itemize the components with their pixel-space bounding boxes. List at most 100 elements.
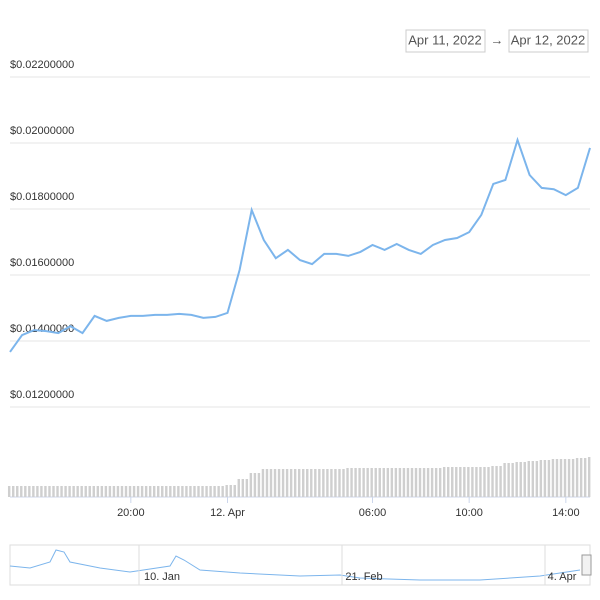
y-tick-label: $0.01200000 — [10, 389, 74, 401]
volume-bar — [157, 486, 160, 497]
volume-bar — [442, 467, 446, 497]
volume-bar — [261, 469, 265, 497]
volume-bar — [193, 486, 196, 497]
volume-bar — [52, 486, 55, 497]
volume-bar — [551, 459, 555, 497]
volume-bar — [430, 468, 434, 497]
navigator-label: 21. Feb — [345, 571, 382, 583]
volume-bar — [64, 486, 67, 497]
volume-bar — [451, 467, 454, 497]
x-tick-label: 06:00 — [359, 507, 387, 519]
volume-bar — [382, 468, 385, 497]
volume-bar — [583, 458, 587, 497]
volume-bar — [189, 486, 192, 497]
volume-bar — [438, 468, 442, 497]
volume-bar — [221, 486, 224, 497]
volume-bar — [426, 468, 430, 497]
volume-bar — [402, 468, 406, 497]
volume-bar — [148, 486, 152, 497]
volume-bar — [140, 486, 144, 497]
navigator-label: 10. Jan — [144, 571, 180, 583]
volume-bar — [519, 462, 522, 497]
volume-bar — [475, 467, 478, 497]
volume-bar — [84, 486, 87, 497]
volume-bar — [80, 486, 83, 497]
volume-bar — [144, 486, 148, 497]
volume-bar — [265, 469, 269, 497]
volume-bar — [40, 486, 43, 497]
volume-bar — [471, 467, 474, 497]
volume-bar — [434, 468, 438, 497]
volume-bar — [96, 486, 100, 497]
volume-bar — [414, 468, 418, 497]
volume-bar — [358, 468, 361, 497]
date-to-text: Apr 12, 2022 — [511, 32, 585, 47]
volume-bar — [197, 486, 200, 497]
y-tick-label: $0.02000000 — [10, 125, 74, 137]
volume-bar — [104, 486, 108, 497]
volume-bar — [338, 469, 341, 497]
navigator-handle[interactable] — [581, 554, 592, 576]
volume-bar — [455, 467, 458, 497]
volume-bar — [28, 486, 31, 497]
volume-bar — [56, 486, 59, 497]
volume-bar — [322, 469, 325, 497]
y-tick-label: $0.01400000 — [10, 323, 74, 335]
volume-bar — [253, 473, 257, 497]
volume-bar — [563, 459, 567, 497]
volume-bar — [72, 486, 75, 497]
volume-bar — [173, 486, 176, 497]
volume-bar — [116, 486, 120, 497]
volume-bar — [213, 486, 216, 497]
date-to[interactable] — [508, 29, 589, 53]
volume-bar — [535, 461, 539, 497]
volume-bar — [463, 467, 466, 497]
y-tick-label: $0.01800000 — [10, 191, 74, 203]
volume-bar — [378, 468, 381, 497]
volume-bar — [575, 458, 579, 497]
volume-bar — [479, 467, 482, 497]
volume-bar — [269, 469, 273, 497]
volume-bar — [237, 479, 240, 497]
volume-bar — [579, 458, 583, 497]
volume-bar — [229, 485, 232, 497]
volume-bar — [24, 486, 27, 497]
volume-bar — [245, 479, 249, 497]
volume-bar — [555, 459, 559, 497]
volume-bar — [310, 469, 313, 497]
volume-bar — [523, 462, 526, 497]
volume-bar — [297, 469, 301, 497]
volume-bar — [567, 459, 571, 497]
volume-bar — [100, 486, 104, 497]
volume-bar — [362, 468, 365, 497]
volume-bar — [350, 468, 353, 497]
volume-bar — [36, 486, 39, 497]
volume-bar — [527, 461, 530, 497]
volume-bar — [128, 486, 132, 497]
navigator[interactable] — [9, 544, 591, 586]
volume-bar — [587, 457, 591, 497]
volume-bar — [543, 460, 547, 497]
volume-bar — [32, 486, 35, 497]
volume-bar — [559, 459, 563, 497]
volume-bar — [249, 473, 253, 497]
volume-bar — [241, 479, 245, 497]
x-tick-label: 12. Apr — [210, 507, 245, 519]
volume-bar — [495, 466, 498, 497]
volume-bar — [306, 469, 309, 497]
date-from[interactable] — [405, 29, 486, 53]
volume-bar — [132, 486, 136, 497]
volume-bar — [487, 467, 490, 497]
volume-bar — [511, 463, 514, 497]
volume-bar — [354, 468, 357, 497]
volume-bar — [161, 486, 164, 497]
volume-bar — [112, 486, 116, 497]
volume-bar — [326, 469, 329, 497]
volume-bar — [302, 469, 305, 497]
volume-bar — [366, 468, 369, 497]
volume-bar — [136, 486, 140, 497]
volume-bar — [491, 466, 494, 497]
volume-bar — [273, 469, 277, 497]
volume-bar — [225, 485, 228, 497]
